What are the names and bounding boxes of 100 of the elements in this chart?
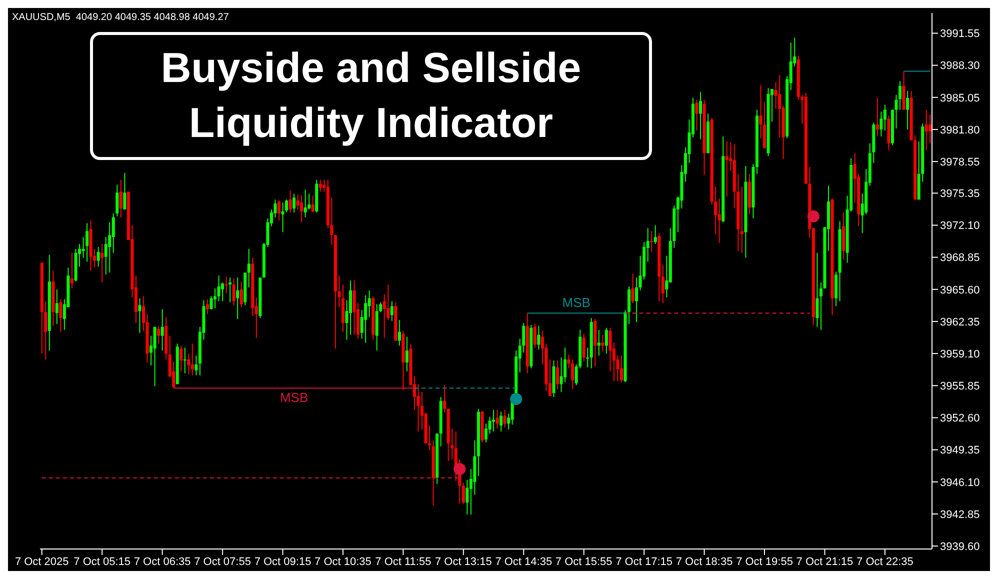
candlestick — [906, 90, 910, 130]
candlestick — [699, 91, 702, 140]
x-tick-label: 7 Oct 07:55 — [194, 556, 251, 568]
y-tick-label: 3962.35 — [940, 316, 980, 328]
candlestick — [763, 101, 766, 149]
candlestick — [187, 353, 190, 375]
candlestick — [620, 355, 623, 383]
candlestick — [160, 308, 164, 352]
y-tick-label: 3981.80 — [940, 124, 980, 136]
candlestick — [153, 326, 156, 387]
x-tick-label: 7 Oct 13:15 — [434, 556, 492, 568]
y-tick-label: 3946.10 — [940, 476, 980, 489]
x-tick-label: 7 Oct 11:55 — [375, 556, 432, 568]
candlestick — [116, 184, 119, 217]
candlestick — [898, 80, 902, 110]
y-tick-label: 3975.35 — [940, 188, 980, 200]
candlestick — [247, 248, 250, 288]
candlestick — [492, 409, 496, 432]
candlestick — [349, 280, 352, 336]
candlestick — [484, 423, 488, 443]
candlestick — [123, 172, 126, 210]
candlestick — [398, 319, 401, 346]
y-tick-label: 3942.85 — [940, 508, 980, 521]
candlestick — [718, 198, 721, 244]
annotation: XAUUSD,M5 4049.20 4049.35 4048.98 4049.27 — [12, 12, 229, 23]
y-tick-label: 3991.55 — [940, 28, 980, 40]
candlestick — [496, 409, 499, 430]
candlestick — [368, 290, 371, 318]
candlestick — [462, 482, 465, 504]
candlestick — [277, 200, 280, 221]
candlestick — [210, 296, 213, 310]
candlestick — [500, 411, 503, 432]
y-tick-label: 3972.10 — [940, 220, 980, 232]
x-tick-label: 7 Oct 10:35 — [314, 556, 372, 568]
candlestick — [586, 347, 590, 368]
candlestick — [228, 277, 232, 303]
title-frame: Buyside and Sellside Liquidity Indicator — [90, 32, 652, 160]
candlestick — [224, 276, 228, 294]
candlestick — [650, 230, 654, 252]
x-tick-label: 7 Oct 14:35 — [495, 556, 552, 568]
candlestick — [108, 222, 112, 274]
candlestick — [214, 288, 217, 309]
candlestick — [928, 114, 932, 144]
candlestick — [390, 300, 394, 322]
candlestick — [533, 323, 536, 348]
y-tick-label: 3955.85 — [940, 380, 980, 393]
candlestick — [190, 343, 194, 376]
candlestick — [654, 224, 657, 244]
candlestick — [288, 190, 292, 213]
candlestick — [206, 298, 209, 315]
candlestick — [405, 336, 408, 372]
x-tick-label: 7 Oct 19:55 — [736, 556, 793, 568]
candlestick — [443, 384, 446, 414]
candlestick — [311, 195, 314, 213]
y-tick-label: 3959.10 — [940, 348, 980, 360]
candlestick — [466, 479, 469, 515]
candlestick — [96, 246, 100, 268]
candlestick — [240, 280, 243, 308]
point — [510, 392, 522, 405]
candlestick — [924, 109, 928, 151]
candlestick — [292, 193, 296, 213]
candlestick — [880, 111, 883, 137]
candlestick — [364, 294, 368, 344]
candlestick — [635, 277, 638, 322]
candlestick — [59, 298, 62, 332]
point — [454, 463, 466, 476]
point — [807, 210, 820, 222]
x-tick-label: 7 Oct 21:15 — [796, 556, 854, 568]
y-tick-label: 3952.60 — [940, 412, 980, 425]
candlestick — [608, 327, 612, 372]
x-tick-label: 7 Oct 2025 — [14, 556, 69, 568]
candlestick — [180, 345, 183, 372]
candlestick — [834, 271, 838, 307]
x-tick-label: 7 Oct 09:15 — [254, 556, 312, 568]
candlestick — [194, 355, 198, 376]
candlestick — [100, 243, 104, 283]
y-tick-label: 3985.05 — [940, 92, 980, 104]
candlestick — [883, 104, 886, 131]
x-tick-label: 7 Oct 17:15 — [616, 556, 673, 568]
candlestick — [503, 409, 506, 428]
candlestick — [217, 275, 220, 302]
candlestick — [157, 325, 160, 344]
candlestick — [759, 84, 762, 139]
candlestick — [582, 333, 586, 362]
candlestick — [631, 273, 634, 304]
series-label: MSB — [562, 295, 590, 310]
candlestick — [604, 327, 608, 354]
candlestick — [876, 97, 879, 137]
series-label: MSB — [280, 390, 308, 406]
candlestick — [902, 70, 906, 110]
candlestick — [778, 74, 782, 138]
y-tick-label: 3968.85 — [940, 252, 980, 264]
candlestick — [138, 298, 142, 334]
x-tick-label: 7 Oct 05:15 — [74, 556, 131, 568]
candlestick — [352, 280, 356, 336]
candlestick — [281, 202, 284, 233]
candlestick — [119, 179, 122, 218]
y-tick-label: 3988.30 — [940, 60, 980, 72]
candlestick — [112, 212, 115, 254]
x-tick-label: 7 Oct 06:35 — [134, 556, 191, 568]
